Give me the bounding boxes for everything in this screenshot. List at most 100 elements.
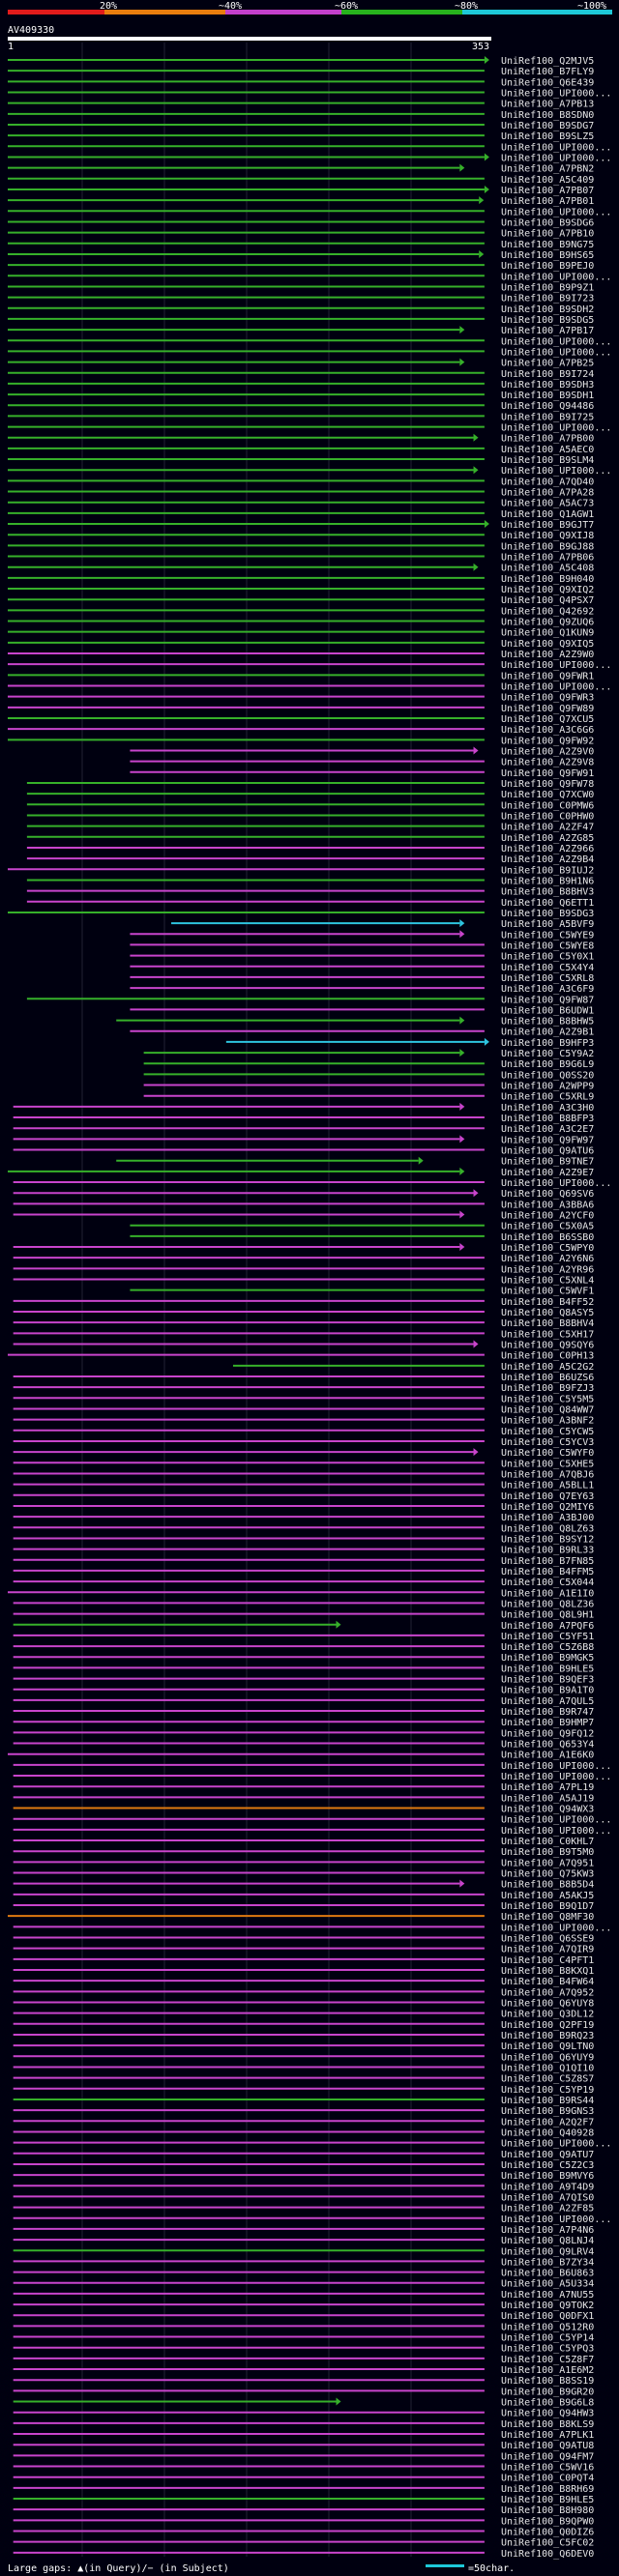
hit-label[interactable]: UniRef100_C5X044 bbox=[501, 1577, 594, 1588]
hit-label[interactable]: UniRef100_C0PQT4 bbox=[501, 2474, 594, 2484]
hit-row[interactable]: UniRef100_B9SLM4 bbox=[8, 455, 594, 466]
hit-label[interactable]: UniRef100_C5Y0X1 bbox=[501, 952, 594, 963]
hit-row[interactable]: UniRef100_A5C408 bbox=[8, 563, 594, 574]
hit-row[interactable]: UniRef100_C5WYE8 bbox=[130, 941, 594, 951]
hit-row[interactable]: UniRef100_Q9FW92 bbox=[8, 736, 594, 746]
hit-row[interactable]: UniRef100_C0PH13 bbox=[8, 1351, 594, 1362]
hit-row[interactable]: UniRef100_Q3DL12 bbox=[13, 2010, 595, 2020]
hit-row[interactable]: UniRef100_B7FN85 bbox=[13, 1556, 595, 1567]
hit-label[interactable]: UniRef100_B9G6L8 bbox=[501, 2398, 594, 2409]
hit-row[interactable]: UniRef100_A2Z9V8 bbox=[130, 758, 594, 768]
hit-label[interactable]: UniRef100_A2Y6N6 bbox=[501, 1254, 594, 1264]
hit-row[interactable]: UniRef100_A1E6K0 bbox=[8, 1751, 594, 1761]
hit-label[interactable]: UniRef100_Q69SV6 bbox=[501, 1189, 594, 1200]
hit-label[interactable]: UniRef100_B9P9Z1 bbox=[501, 282, 594, 293]
hit-label[interactable]: UniRef100_B9GR20 bbox=[501, 2387, 594, 2397]
hit-row[interactable]: UniRef100_Q8L9H1 bbox=[13, 1610, 595, 1621]
hit-row[interactable]: UniRef100_Q9SQY6 bbox=[13, 1340, 595, 1350]
hit-row[interactable]: UniRef100_Q0DFX1 bbox=[13, 2311, 595, 2322]
hit-row[interactable]: UniRef100_A7PBN2 bbox=[8, 163, 594, 175]
hit-label[interactable]: UniRef100_C5X0A5 bbox=[501, 1222, 594, 1232]
hit-row[interactable]: UniRef100_B9HLE5 bbox=[13, 2495, 595, 2505]
hit-row[interactable]: UniRef100_C5WYE9 bbox=[130, 930, 594, 941]
hit-row[interactable]: UniRef100_Q7XCW0 bbox=[26, 790, 594, 800]
hit-label[interactable]: UniRef100_B6UDW1 bbox=[501, 1005, 594, 1016]
hit-row[interactable]: UniRef100_B8H980 bbox=[13, 2505, 595, 2516]
hit-row[interactable]: UniRef100_A7NU55 bbox=[13, 2290, 595, 2301]
hit-label[interactable]: UniRef100_B7FLY9 bbox=[501, 67, 594, 77]
hit-label[interactable]: UniRef100_A5AEC0 bbox=[501, 445, 594, 455]
hit-row[interactable]: UniRef100_C5WPY0 bbox=[13, 1243, 595, 1254]
hit-row[interactable]: UniRef100_B8SDN0 bbox=[8, 110, 594, 121]
hit-row[interactable]: UniRef100_B9I725 bbox=[8, 412, 594, 422]
hit-label[interactable]: UniRef100_A7Q952 bbox=[501, 1987, 594, 1998]
hit-row[interactable]: UniRef100_UPI000... bbox=[8, 660, 611, 671]
hit-label[interactable]: UniRef100_A7PB17 bbox=[501, 326, 594, 336]
hit-row[interactable]: UniRef100_A7QD40 bbox=[8, 477, 594, 487]
hit-label[interactable]: UniRef100_Q9FWR1 bbox=[501, 671, 594, 681]
hit-row[interactable]: UniRef100_B9A1T0 bbox=[13, 1686, 595, 1696]
hit-label[interactable]: UniRef100_C5WYE9 bbox=[501, 930, 594, 941]
hit-row[interactable]: UniRef100_Q9FW97 bbox=[13, 1135, 595, 1145]
hit-row[interactable]: UniRef100_B6UDW1 bbox=[130, 1005, 594, 1016]
hit-row[interactable]: UniRef100_A2YCF0 bbox=[13, 1210, 595, 1222]
hit-row[interactable]: UniRef100_Q9XIQ5 bbox=[8, 639, 594, 650]
hit-label[interactable]: UniRef100_Q9XIQ2 bbox=[501, 585, 594, 595]
hit-label[interactable]: UniRef100_Q1AGW1 bbox=[501, 509, 594, 520]
hit-row[interactable]: UniRef100_Q6SSE9 bbox=[13, 1934, 595, 1945]
hit-row[interactable]: UniRef100_Q9XIJ8 bbox=[8, 531, 594, 541]
hit-label[interactable]: UniRef100_C5WYE8 bbox=[501, 941, 594, 951]
hit-row[interactable]: UniRef100_Q2MJV5 bbox=[8, 56, 594, 67]
hit-label[interactable]: UniRef100_A9T4D9 bbox=[501, 2182, 594, 2192]
hit-row[interactable]: UniRef100_B9MGK5 bbox=[13, 1653, 595, 1664]
hit-label[interactable]: UniRef100_Q0DFX1 bbox=[501, 2311, 594, 2322]
hit-row[interactable]: UniRef100_B4FFM5 bbox=[13, 1567, 595, 1577]
hit-label[interactable]: UniRef100_C5WPY0 bbox=[501, 1243, 594, 1254]
hit-row[interactable]: UniRef100_B9RS44 bbox=[13, 2096, 595, 2106]
hit-label[interactable]: UniRef100_A1E6M2 bbox=[501, 2365, 594, 2376]
hit-row[interactable]: UniRef100_A7PLK1 bbox=[13, 2430, 595, 2441]
hit-row[interactable]: UniRef100_A5BVF9 bbox=[171, 919, 594, 930]
hit-row[interactable]: UniRef100_Q9ATU6 bbox=[13, 1146, 595, 1157]
hit-label[interactable]: UniRef100_UPI000... bbox=[501, 2214, 611, 2225]
hit-label[interactable]: UniRef100_Q9TOK2 bbox=[501, 2301, 594, 2311]
hit-label[interactable]: UniRef100_A5C409 bbox=[501, 175, 594, 186]
hit-label[interactable]: UniRef100_A7PB25 bbox=[501, 359, 594, 369]
hit-label[interactable]: UniRef100_C5X4Y4 bbox=[501, 963, 594, 973]
hit-row[interactable]: UniRef100_Q653Y4 bbox=[13, 1740, 595, 1751]
hit-label[interactable]: UniRef100_B6U863 bbox=[501, 2269, 594, 2279]
hit-row[interactable]: UniRef100_C5X0A5 bbox=[130, 1222, 594, 1232]
hit-label[interactable]: UniRef100_UPI000... bbox=[501, 153, 611, 163]
hit-row[interactable]: UniRef100_A3BNF2 bbox=[13, 1416, 595, 1427]
hit-row[interactable]: UniRef100_B9RQ23 bbox=[13, 2031, 595, 2041]
hit-row[interactable]: UniRef100_A7PB06 bbox=[8, 553, 594, 564]
hit-row[interactable]: UniRef100_A1E1I0 bbox=[8, 1588, 594, 1599]
hit-row[interactable]: UniRef100_C5Y5M5 bbox=[13, 1394, 595, 1404]
hit-label[interactable]: UniRef100_B9GNS3 bbox=[501, 2106, 594, 2117]
hit-label[interactable]: UniRef100_UPI000... bbox=[501, 466, 611, 477]
hit-row[interactable]: UniRef100_B6UZS6 bbox=[13, 1373, 595, 1383]
hit-row[interactable]: UniRef100_B9QEF3 bbox=[13, 1675, 595, 1686]
hit-row[interactable]: UniRef100_C5Z2C3 bbox=[13, 2160, 595, 2171]
hit-row[interactable]: UniRef100_A7PB13 bbox=[8, 100, 594, 110]
hit-label[interactable]: UniRef100_A5AKJ5 bbox=[501, 1891, 594, 1901]
hit-row[interactable]: UniRef100_A2Z9E7 bbox=[8, 1167, 594, 1178]
hit-row[interactable]: UniRef100_A2Z9W0 bbox=[8, 650, 594, 660]
hit-row[interactable]: UniRef100_Q1AGW1 bbox=[8, 509, 594, 520]
hit-row[interactable]: UniRef100_UPI000... bbox=[13, 1178, 612, 1189]
hit-label[interactable]: UniRef100_C5YF51 bbox=[501, 1632, 594, 1642]
hit-row[interactable]: UniRef100_C0PMW6 bbox=[26, 800, 594, 811]
hit-label[interactable]: UniRef100_A7NU55 bbox=[501, 2290, 594, 2301]
hit-label[interactable]: UniRef100_UPI000... bbox=[501, 660, 611, 671]
hit-label[interactable]: UniRef100_B9R747 bbox=[501, 1707, 594, 1718]
hit-row[interactable]: UniRef100_B7ZY34 bbox=[13, 2257, 595, 2268]
hit-label[interactable]: UniRef100_B8BHW5 bbox=[501, 1017, 594, 1028]
hit-label[interactable]: UniRef100_Q9XIQ5 bbox=[501, 639, 594, 650]
hit-label[interactable]: UniRef100_Q4PSX7 bbox=[501, 595, 594, 606]
hit-label[interactable]: UniRef100_A3C6G6 bbox=[501, 725, 594, 736]
hit-row[interactable]: UniRef100_C5XHE5 bbox=[13, 1459, 595, 1469]
hit-label[interactable]: UniRef100_Q9FW89 bbox=[501, 704, 594, 714]
hit-label[interactable]: UniRef100_A7QD40 bbox=[501, 477, 594, 487]
hit-label[interactable]: UniRef100_B8KLS9 bbox=[501, 2419, 594, 2430]
hit-row[interactable]: UniRef100_B8B5D4 bbox=[13, 1879, 595, 1891]
